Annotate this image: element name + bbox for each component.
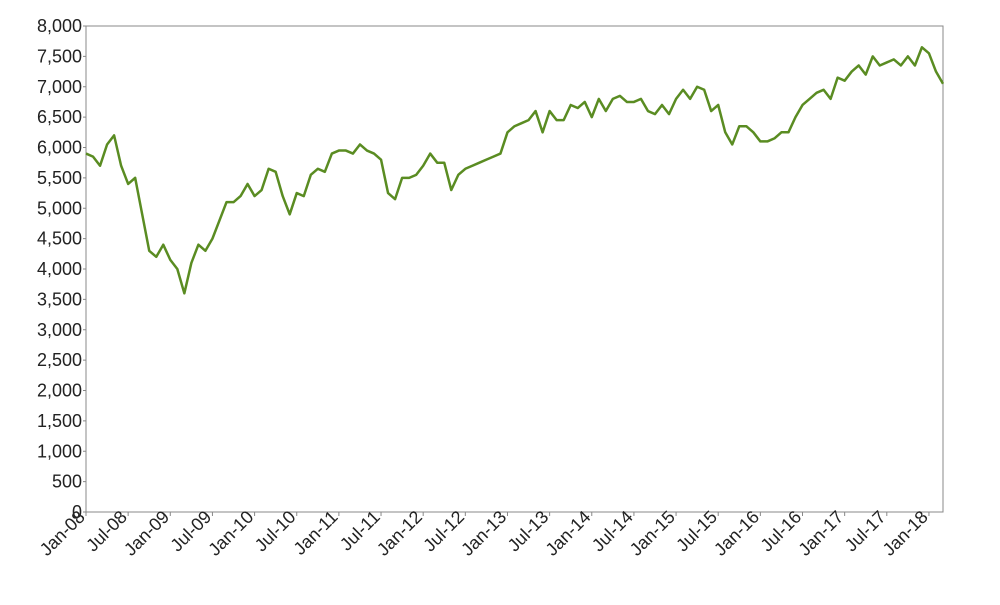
y-tick-label: 4,500 [37, 229, 82, 249]
y-tick-label: 5,000 [37, 198, 82, 218]
y-tick-label: 1,000 [37, 441, 82, 461]
y-tick-label: 5,500 [37, 168, 82, 188]
y-tick-label: 2,000 [37, 381, 82, 401]
x-tick-label: Jan-08 [36, 507, 89, 560]
y-tick-label: 4,000 [37, 259, 82, 279]
y-tick-label: 2,500 [37, 350, 82, 370]
x-tick-label: Jan-11 [290, 507, 342, 559]
y-tick-label: 500 [52, 472, 82, 492]
y-tick-label: 6,500 [37, 107, 82, 127]
y-tick-label: 7,500 [37, 46, 82, 66]
y-tick-label: 1,500 [37, 411, 82, 431]
y-tick-label: 0 [72, 502, 82, 522]
data-line [85, 46, 945, 295]
y-tick-label: 6,000 [37, 138, 82, 158]
plot-frame [85, 25, 944, 513]
y-tick-label: 7,000 [37, 77, 82, 97]
y-tick-label: 3,500 [37, 289, 82, 309]
y-tick-label: 3,000 [37, 320, 82, 340]
y-tick-label: 8,000 [37, 16, 82, 36]
